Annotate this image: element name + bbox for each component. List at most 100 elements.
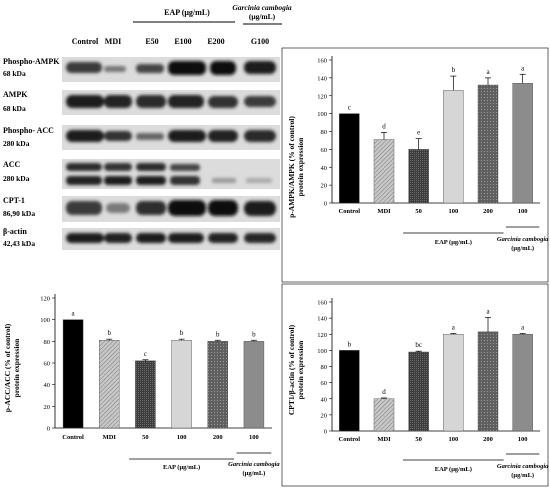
bar	[408, 351, 429, 432]
y-tick-label: 120	[40, 296, 50, 303]
blot-row-name: Phospho- ACC	[3, 126, 54, 135]
significance-letter: a	[521, 323, 525, 331]
chart-cpt1-beta-actin: 0 20 40 60 80 100 120 140 160 b Control d MDI bc 50 a 10…	[281, 283, 549, 487]
significance-letter: b	[108, 329, 112, 337]
y-axis-label: p-AMPK/AMPK (% of control)	[287, 116, 296, 218]
y-axis-label: protein expression	[12, 338, 21, 398]
bar	[477, 84, 499, 204]
y-tick-label: 160	[317, 58, 327, 65]
bar	[373, 139, 395, 204]
significance-letter: b	[180, 329, 184, 337]
significance-letter: d	[382, 122, 386, 130]
x-tick-label: Control	[339, 436, 361, 443]
chart-p-acc-acc: 0 20 40 60 80 100 120 a Control b MDI c 50 b 100 b 200 b 1…	[3, 294, 280, 477]
bar	[62, 319, 84, 429]
significance-letter: d	[382, 388, 386, 396]
y-axis-label: protein expression	[296, 137, 305, 197]
x-tick-label: 100	[448, 208, 458, 215]
blot-row-name: CPT-1	[3, 196, 25, 205]
x-tick-label: 200	[213, 434, 223, 441]
blot-lane-label: E50	[145, 37, 158, 46]
bar	[207, 341, 228, 429]
eap-group-label: EAP (μg/mL)	[163, 464, 200, 471]
blot-row-size: 68 kDa	[3, 104, 26, 113]
y-tick-label: 160	[317, 300, 327, 307]
blot-row-name: Phospho-AMPK	[3, 57, 60, 66]
x-tick-label: Control	[62, 434, 84, 441]
x-tick-label: 200	[483, 208, 493, 215]
y-tick-label: 80	[321, 129, 328, 136]
gc-group-unit: (μg/mL)	[243, 470, 266, 477]
y-tick-label: 140	[317, 75, 327, 82]
blot-row-size: 86,90 kDa	[3, 209, 35, 218]
x-tick-label: 50	[415, 436, 422, 443]
blot-strip-acc	[62, 159, 280, 189]
y-tick-label: 20	[44, 404, 51, 411]
blot-row-size: 68 kDa	[3, 69, 26, 78]
y-axis-label: p-ACC/ACC (% of control)	[3, 323, 12, 412]
y-tick-label: 140	[317, 316, 327, 323]
y-tick-label: 100	[40, 317, 50, 324]
significance-letter: c	[144, 350, 147, 358]
blot-row-size: 42,43 kDa	[3, 239, 35, 248]
x-tick-label: 50	[415, 208, 422, 215]
x-tick-label: Control	[339, 208, 361, 215]
x-tick-label: MDI	[103, 434, 117, 441]
blot-lane-label: E100	[174, 37, 191, 46]
y-tick-label: 60	[44, 361, 51, 368]
chart-p-ampk-ampk: 0 20 40 60 80 100 120 140 160 c Control d MDI e 50 b 100…	[281, 47, 549, 283]
y-tick-label: 0	[324, 429, 327, 436]
eap-group-label: EAP (μg/mL)	[435, 239, 472, 246]
bar	[373, 398, 395, 432]
x-tick-label: 100	[249, 434, 259, 441]
blot-gc-group-label: Garcinia cambogia	[232, 3, 292, 12]
blot-strip-beta-actin	[62, 228, 280, 250]
bar	[135, 360, 156, 429]
blot-lane-label: E200	[207, 37, 224, 46]
y-tick-label: 20	[321, 412, 328, 419]
bar	[443, 90, 464, 204]
western-blot-panel: Control MDI E50 E100 E200 G100 EAP (μg/m…	[3, 3, 292, 250]
y-tick-label: 0	[47, 426, 50, 433]
significance-letter: a	[72, 310, 76, 318]
gc-group-label: Garcinia cambogia	[497, 463, 549, 470]
gc-group-unit: (μg/mL)	[511, 245, 534, 252]
y-tick-label: 40	[321, 396, 328, 403]
significance-letter: a	[486, 68, 490, 76]
blot-strip-cpt1	[62, 196, 280, 222]
significance-letter: b	[452, 66, 456, 74]
x-tick-label: 50	[142, 434, 149, 441]
blot-gc-group-unit: (μg/mL)	[249, 12, 276, 21]
blot-row-name: AMPK	[3, 90, 28, 99]
blot-strip-ampk	[62, 90, 280, 115]
x-tick-label: MDI	[377, 436, 391, 443]
significance-letter: a	[452, 323, 456, 331]
significance-letter: c	[348, 104, 351, 112]
blot-lane-label: G100	[251, 37, 269, 46]
bar	[443, 334, 464, 432]
y-tick-label: 0	[324, 201, 327, 208]
x-tick-label: MDI	[377, 208, 391, 215]
gc-group-label: Garcinia cambogia	[228, 461, 280, 468]
y-tick-label: 100	[317, 111, 327, 118]
chart-frame	[281, 47, 549, 283]
y-tick-label: 40	[321, 165, 328, 172]
y-tick-label: 20	[321, 183, 328, 190]
significance-letter: e	[417, 129, 420, 137]
y-tick-label: 60	[321, 147, 328, 154]
gc-group-label: Garcinia cambogia	[497, 236, 549, 243]
blot-lane-label: Control	[72, 37, 99, 46]
blot-row-name: β-actin	[3, 227, 27, 236]
bar	[477, 331, 499, 432]
gc-group-unit: (μg/mL)	[511, 472, 534, 479]
y-tick-label: 120	[317, 93, 327, 100]
significance-letter: b	[348, 340, 352, 348]
significance-letter: bc	[415, 341, 422, 349]
bar	[512, 334, 533, 432]
bar	[243, 341, 265, 429]
bar	[339, 350, 360, 432]
y-tick-label: 80	[321, 364, 328, 371]
x-tick-label: 100	[518, 436, 528, 443]
blot-eap-group-label: EAP (μg/mL)	[164, 8, 210, 17]
significance-letter: a	[486, 307, 490, 315]
